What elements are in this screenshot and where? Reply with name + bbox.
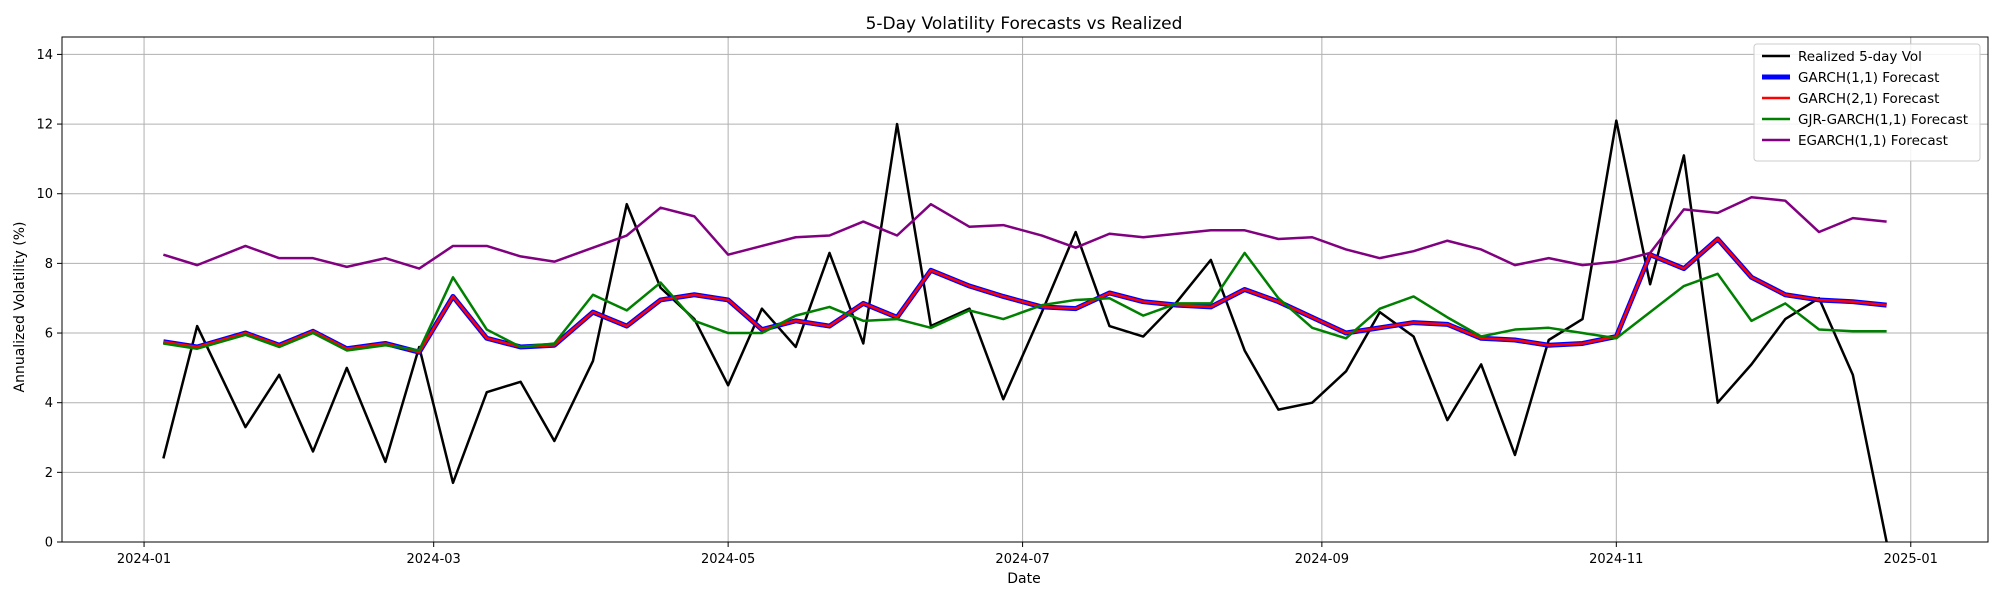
y-tick-label: 14	[36, 48, 53, 63]
series-line-2	[162, 236, 1887, 355]
x-tick-label: 2024-09	[1295, 552, 1349, 567]
y-tick-label: 12	[36, 118, 53, 133]
series-line-4	[163, 251, 1887, 352]
y-tick-label: 10	[36, 187, 53, 202]
legend-label: GJR-GARCH(1,1) Forecast	[1798, 112, 1968, 128]
series-lines	[162, 119, 1888, 543]
legend-box	[1753, 43, 1981, 162]
series-line-3	[163, 237, 1887, 354]
x-tick-label: 2024-03	[407, 552, 461, 567]
x-axis-title: Date	[1007, 571, 1040, 587]
legend-label: Realized 5-day Vol	[1798, 49, 1922, 65]
legend-label: GARCH(2,1) Forecast	[1798, 91, 1939, 107]
y-tick-label: 0	[45, 536, 53, 551]
x-tick-label: 2024-05	[701, 552, 755, 567]
y-tick-label: 6	[45, 327, 53, 342]
y-tick-label: 2	[45, 466, 53, 481]
x-tick-label: 2024-01	[117, 552, 171, 567]
plot-frame	[61, 36, 1989, 543]
y-tick-label: 4	[45, 396, 53, 411]
series-line-5	[163, 195, 1887, 270]
legend-label: EGARCH(1,1) Forecast	[1798, 133, 1948, 149]
legend: Realized 5-day Vol GARCH(1,1) Forecast GAR…	[1753, 43, 1981, 162]
y-tick-label: 8	[45, 257, 53, 272]
grid	[62, 37, 1988, 543]
x-tick-label: 2025-01	[1884, 552, 1938, 567]
chart-title: 5-Day Volatility Forecasts vs Realized	[866, 14, 1183, 34]
series-line-1	[162, 119, 1888, 543]
y-axis-ticks: 0 2 4 6 8 10 12 14	[36, 48, 62, 551]
x-tick-label: 2024-07	[995, 552, 1049, 567]
x-tick-label: 2024-11	[1589, 552, 1643, 567]
y-axis-title: Annualized Volatility (%)	[12, 222, 28, 393]
legend-label: GARCH(1,1) Forecast	[1798, 70, 1939, 86]
x-axis-ticks: 2024-01 2024-03 2024-05 2024-07 2024-09 2024-…	[117, 542, 1938, 567]
